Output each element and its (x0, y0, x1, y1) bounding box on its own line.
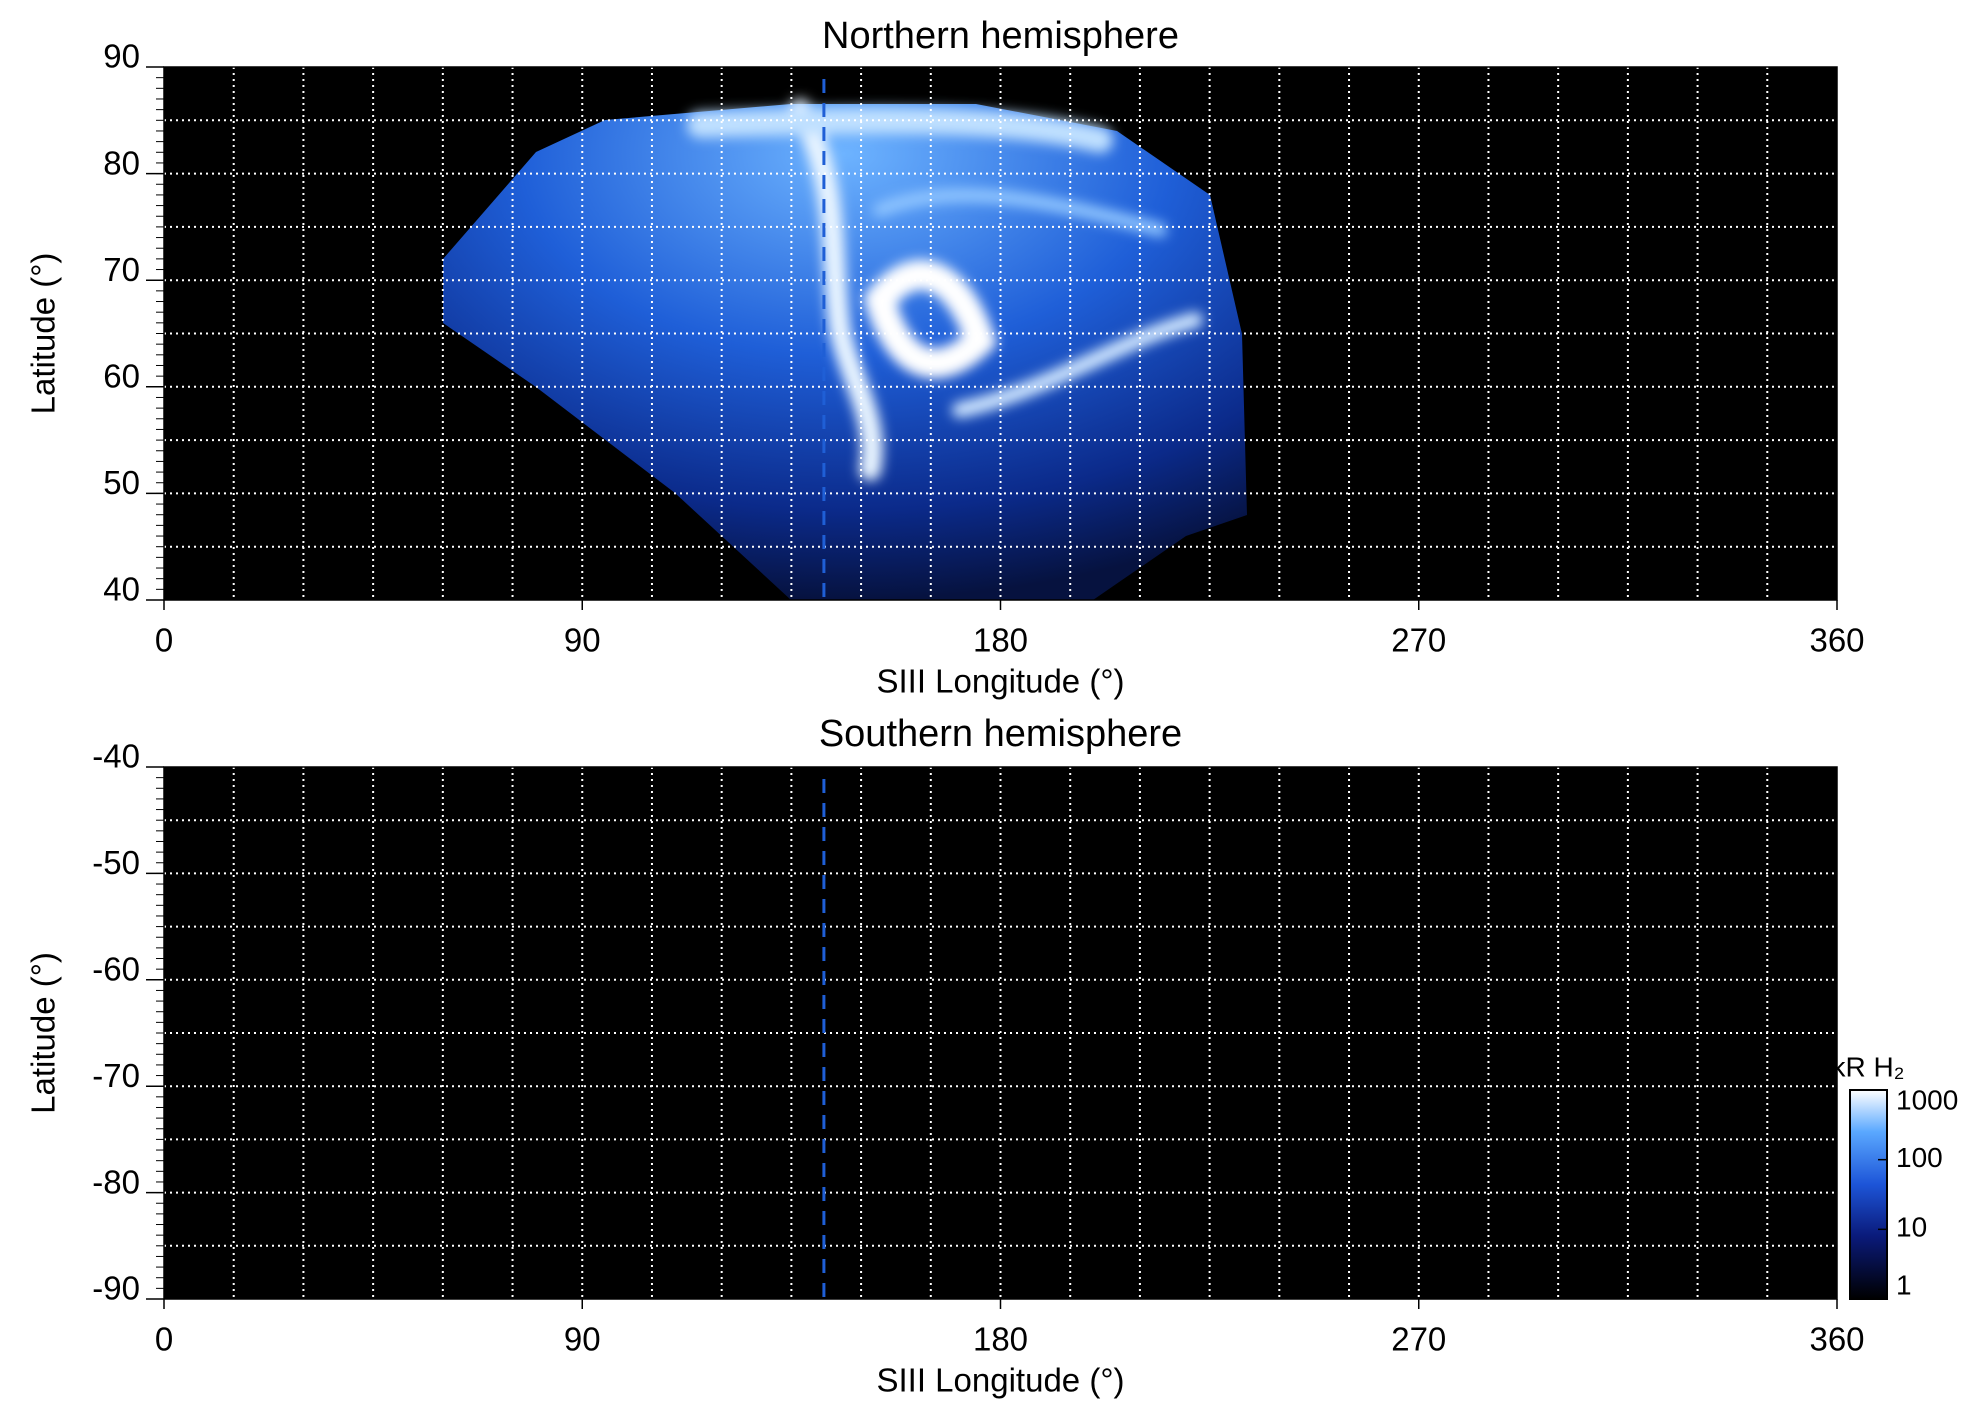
y-tick-label: -90 (92, 1270, 140, 1307)
chart-title: Southern hemisphere (819, 713, 1182, 755)
y-tick-label: 50 (103, 464, 140, 501)
y-axis-label: Latitude (°) (25, 253, 62, 415)
x-tick-label: 180 (973, 1321, 1028, 1358)
y-tick-label: 60 (103, 358, 140, 395)
x-tick-label: 270 (1391, 1321, 1446, 1358)
colorbar-label: kR H₂ (1831, 1051, 1904, 1082)
y-tick-label: 90 (103, 38, 140, 75)
x-tick-label: 270 (1391, 622, 1446, 659)
y-tick-label: 80 (103, 144, 140, 181)
x-tick-label: 0 (155, 1321, 173, 1358)
colorbar-tick-label: 10 (1896, 1212, 1927, 1243)
y-tick-label: -80 (92, 1163, 140, 1200)
y-tick-label: -60 (92, 951, 140, 988)
colorbar-tick-label: 1000 (1896, 1084, 1958, 1115)
y-tick-label: 70 (103, 251, 140, 288)
y-tick-label: 40 (103, 571, 140, 608)
colorbar-tick-label: 1 (1896, 1269, 1912, 1300)
chart-title: Northern hemisphere (822, 15, 1179, 57)
y-tick-label: -40 (92, 738, 140, 775)
colorbar (1849, 1089, 1888, 1300)
x-tick-label: 180 (973, 622, 1028, 659)
x-tick-label: 360 (1809, 1321, 1864, 1358)
x-tick-label: 360 (1809, 622, 1864, 659)
x-axis-label: SIII Longitude (°) (877, 1362, 1125, 1399)
x-tick-label: 90 (564, 622, 601, 659)
y-axis-label: Latitude (°) (25, 952, 62, 1114)
aurora-image (443, 99, 1247, 600)
x-tick-label: 0 (155, 622, 173, 659)
x-axis-label: SIII Longitude (°) (877, 663, 1125, 700)
y-tick-label: -50 (92, 844, 140, 881)
y-tick-label: -70 (92, 1057, 140, 1094)
x-tick-label: 90 (564, 1321, 601, 1358)
colorbar-tick-label: 100 (1896, 1142, 1943, 1173)
